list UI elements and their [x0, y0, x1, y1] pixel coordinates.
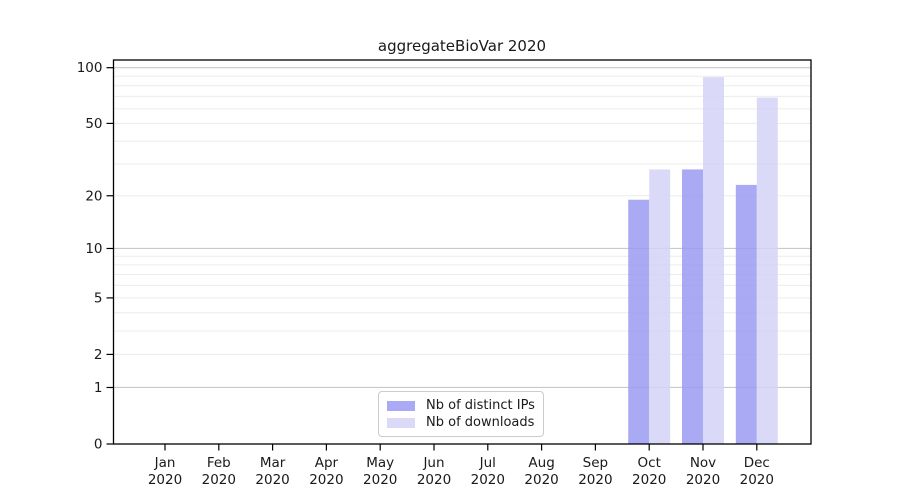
bar-nov-distinct-ips — [682, 169, 703, 445]
y-tick-label-50: 50 — [85, 116, 102, 132]
legend-swatch-distinct-ips — [387, 400, 415, 411]
y-tick-label-100: 100 — [77, 60, 103, 76]
plot-border — [112, 59, 812, 445]
x-tick-label-month-oct: Oct — [638, 455, 661, 471]
x-tick-label-year-jul: 2020 — [471, 472, 505, 488]
chart-title: aggregateBioVar 2020 — [377, 37, 547, 55]
x-tick-label-month-may: May — [366, 455, 394, 471]
legend-label-distinct-ips: Nb of distinct IPs — [426, 398, 535, 413]
y-tick-label-10: 10 — [85, 241, 102, 257]
x-tick-label-year-sep: 2020 — [578, 472, 612, 488]
x-tick-label-month-mar: Mar — [260, 455, 286, 471]
x-tick-label-year-may: 2020 — [363, 472, 397, 488]
bar-dec-distinct-ips — [735, 184, 757, 444]
legend-label-downloads: Nb of downloads — [426, 415, 535, 430]
x-tick-label-year-nov: 2020 — [686, 472, 720, 488]
x-tick-label-month-jan: Jan — [154, 455, 176, 471]
y-tick-label-20: 20 — [85, 188, 102, 204]
x-tick-label-year-feb: 2020 — [202, 472, 236, 488]
legend-item-downloads: Nb of downloads — [387, 414, 535, 431]
legend: Nb of distinct IPs Nb of downloads — [378, 391, 544, 437]
x-tick-label-month-sep: Sep — [583, 455, 608, 471]
legend-item-distinct-ips: Nb of distinct IPs — [387, 397, 535, 414]
x-tick-label-year-mar: 2020 — [255, 472, 289, 488]
y-tick-label-1: 1 — [94, 380, 103, 396]
x-tick-label-month-feb: Feb — [207, 455, 231, 471]
x-tick-label-month-apr: Apr — [315, 455, 339, 471]
y-tick-label-2: 2 — [94, 347, 103, 363]
x-tick-label-month-jul: Jul — [479, 455, 496, 471]
x-tick-label-month-dec: Dec — [744, 455, 770, 471]
x-tick-label-year-aug: 2020 — [524, 472, 558, 488]
x-tick-label-month-nov: Nov — [690, 455, 716, 471]
x-tick-label-year-jan: 2020 — [148, 472, 182, 488]
bar-dec-downloads — [756, 97, 778, 445]
legend-swatch-downloads — [387, 417, 415, 428]
x-tick-label-month-aug: Aug — [528, 455, 554, 471]
x-tick-label-year-oct: 2020 — [632, 472, 666, 488]
bar-oct-distinct-ips — [628, 199, 650, 444]
y-tick-label-0: 0 — [94, 437, 103, 453]
bar-nov-downloads — [703, 77, 724, 444]
bar-oct-downloads — [649, 169, 671, 445]
x-tick-label-year-apr: 2020 — [309, 472, 343, 488]
y-tick-label-5: 5 — [94, 290, 103, 306]
x-tick-label-year-jun: 2020 — [417, 472, 451, 488]
x-tick-label-year-dec: 2020 — [740, 472, 774, 488]
x-tick-label-month-jun: Jun — [422, 455, 444, 471]
